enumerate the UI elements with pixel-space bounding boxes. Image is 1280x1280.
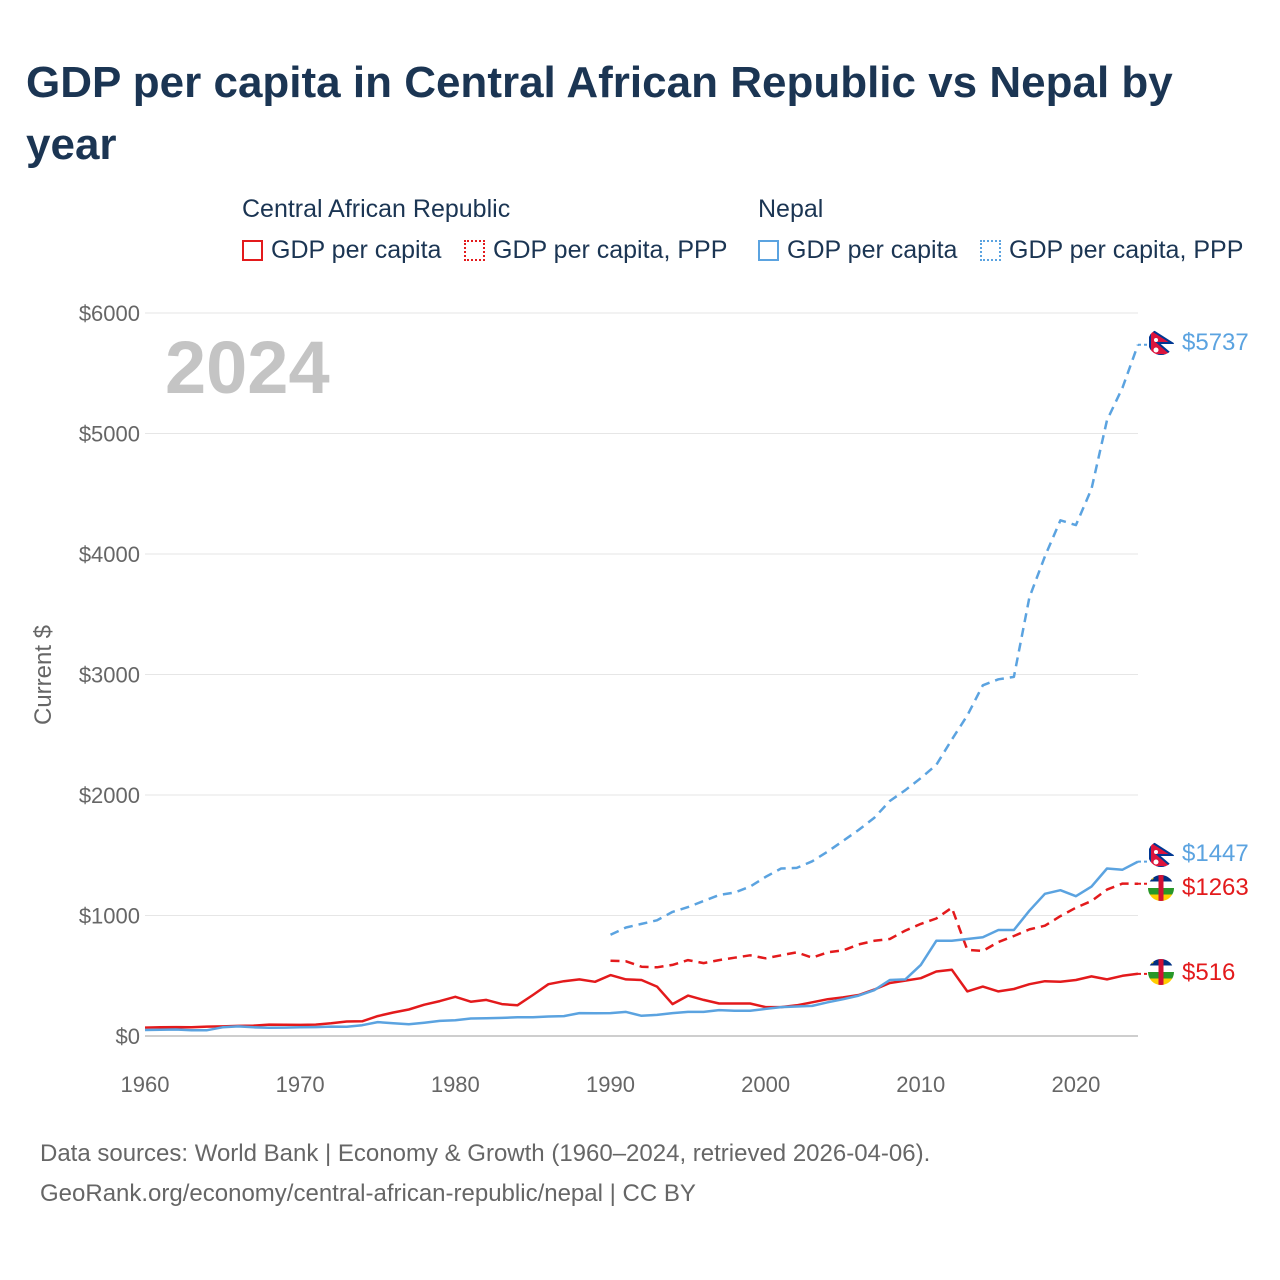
end-label-car-gdp: $516	[1182, 959, 1235, 986]
y-tick-label: $1000	[79, 904, 140, 929]
series-line-nepal-ppp	[609, 344, 1140, 936]
legend-item-car-ppp[interactable]: GDP per capita, PPP	[464, 236, 727, 265]
legend-swatch-car-ppp	[464, 240, 485, 261]
legend-label-car-ppp: GDP per capita, PPP	[493, 236, 728, 264]
legend-label-nepal-gdp: GDP per capita	[787, 236, 958, 264]
y-tick-label: $4000	[79, 542, 140, 567]
legend-item-nepal-gdp[interactable]: GDP per capita	[758, 236, 957, 265]
chart-title: GDP per capita in Central African Republ…	[26, 58, 1173, 169]
y-tick-label: $0	[116, 1024, 140, 1049]
legend-swatch-car-gdp	[242, 240, 263, 261]
legend-item-nepal-ppp[interactable]: GDP per capita, PPP	[980, 236, 1243, 265]
x-tick-label: 2010	[896, 1072, 945, 1097]
legend-label-car-gdp: GDP per capita	[271, 236, 442, 264]
nepal-flag-icon	[1148, 329, 1174, 355]
y-tick-label: $5000	[79, 422, 140, 447]
legend-group-title-car: Central African Republic	[242, 195, 511, 223]
y-axis-label: Current $	[30, 625, 57, 725]
footer-sources: Data sources: World Bank | Economy & Gro…	[40, 1140, 931, 1167]
year-watermark: 2024	[165, 326, 330, 409]
legend-group-title-nepal: Nepal	[758, 195, 824, 223]
footer-url: GeoRank.org/economy/central-african-repu…	[40, 1180, 696, 1207]
car-flag-icon	[1148, 959, 1174, 985]
y-tick-label: $6000	[79, 301, 140, 326]
legend-item-car-gdp[interactable]: GDP per capita	[242, 236, 441, 265]
y-tick-label: $2000	[79, 783, 140, 808]
x-tick-label: 1980	[431, 1072, 480, 1097]
legend-swatch-nepal-gdp	[758, 240, 779, 261]
end-label-nepal-gdp: $1447	[1182, 840, 1249, 867]
x-tick-label: 1970	[276, 1072, 325, 1097]
y-tick-label: $3000	[79, 663, 140, 688]
x-tick-label: 2000	[741, 1072, 790, 1097]
legend-label-nepal-ppp: GDP per capita, PPP	[1009, 236, 1244, 264]
nepal-flag-icon	[1148, 841, 1174, 867]
legend-swatch-nepal-ppp	[980, 240, 1001, 261]
x-tick-label: 1960	[121, 1072, 170, 1097]
car-flag-icon	[1148, 875, 1174, 901]
x-tick-label: 2020	[1051, 1072, 1100, 1097]
end-label-nepal-ppp: $5737	[1182, 329, 1249, 356]
series-line-car-gdp	[144, 968, 1139, 1029]
x-tick-label: 1990	[586, 1072, 635, 1097]
end-label-car-ppp: $1263	[1182, 874, 1249, 901]
series-line-car-ppp	[610, 882, 1139, 969]
series-line-nepal-gdp	[144, 860, 1139, 1032]
